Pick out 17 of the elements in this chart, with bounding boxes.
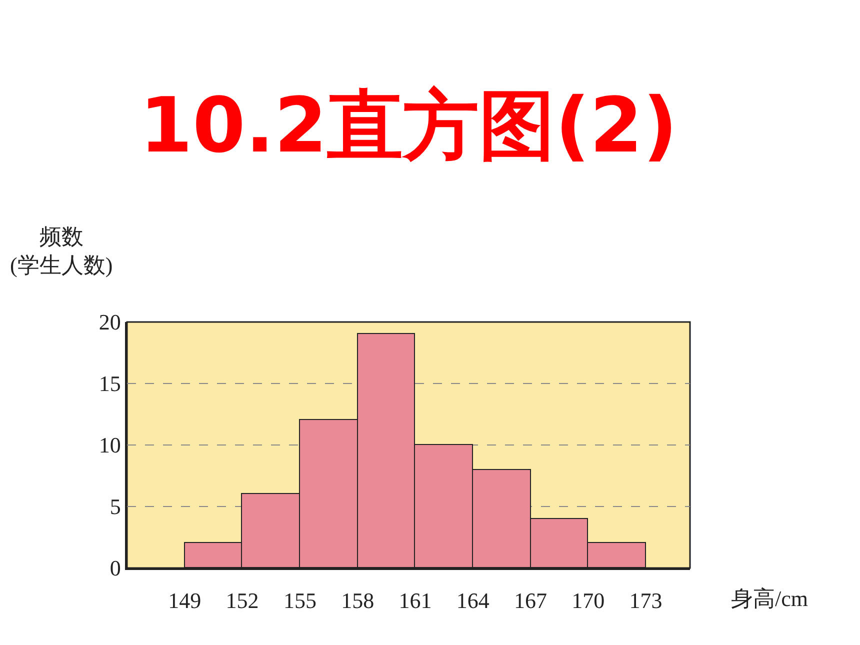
x-tick-label: 158 <box>341 588 374 614</box>
y-tick-label: 15 <box>98 371 121 396</box>
y-tick-label: 10 <box>98 432 121 458</box>
y-axis-title: 频数 (学生人数) <box>10 224 113 278</box>
chart-title: 10.2直方图(2) <box>140 80 678 170</box>
x-tick-label: 167 <box>514 588 548 614</box>
x-tick-label: 155 <box>283 588 316 614</box>
y-tick-label: 0 <box>110 556 121 581</box>
y-tick-label: 20 <box>98 310 121 335</box>
x-tick-label: 164 <box>456 588 490 614</box>
x-tick-label: 152 <box>226 588 259 614</box>
y-tick-label: 5 <box>110 494 121 520</box>
x-tick-label: 170 <box>572 588 605 614</box>
x-tick-label: 173 <box>629 588 662 614</box>
x-axis-title: 身高/cm <box>731 586 808 611</box>
x-tick-label: 149 <box>168 588 202 614</box>
x-tick-label: 161 <box>398 588 432 614</box>
